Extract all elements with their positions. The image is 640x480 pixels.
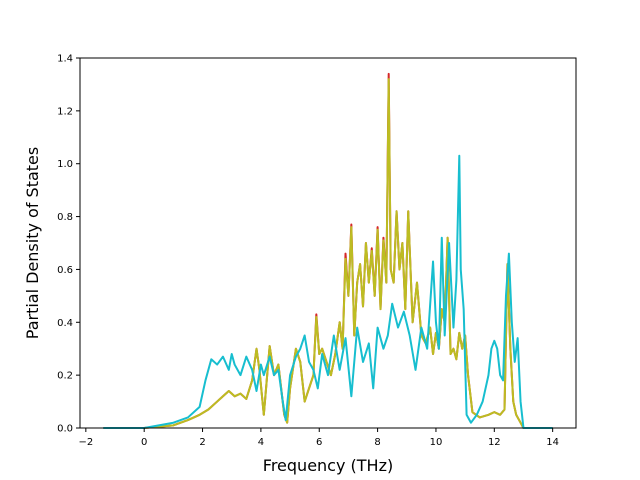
x-tick-label: 8	[374, 437, 380, 448]
y-tick-label: 0.0	[57, 424, 73, 435]
y-tick-label: 1.2	[57, 106, 73, 117]
x-axis-ticks: −2 0 2 4 6 8 10 12 14	[78, 428, 559, 448]
x-tick-label: 6	[316, 437, 322, 448]
series-line-1	[103, 78, 553, 429]
x-tick-label: 0	[141, 437, 147, 448]
series-line-2	[103, 154, 553, 429]
x-tick-label: 14	[546, 437, 559, 448]
y-tick-label: 0.6	[57, 265, 73, 276]
y-axis-ticks: 0.0 0.2 0.4 0.6 0.8 1.0 1.2 1.4	[57, 54, 80, 435]
x-tick-label: 2	[199, 437, 205, 448]
x-tick-label: 12	[488, 437, 501, 448]
x-tick-label: −2	[78, 437, 93, 448]
y-tick-label: 0.4	[57, 318, 73, 329]
x-tick-label: 10	[430, 437, 443, 448]
series-layer	[103, 72, 553, 429]
x-axis-label: Frequency (THz)	[263, 456, 393, 475]
y-tick-label: 0.2	[57, 371, 73, 382]
y-tick-label: 0.8	[57, 212, 73, 223]
x-tick-label: 4	[258, 437, 264, 448]
y-tick-label: 1.4	[57, 54, 73, 65]
y-tick-label: 1.0	[57, 159, 73, 170]
y-axis-label: Partial Density of States	[23, 147, 42, 339]
plot-frame	[79, 57, 577, 429]
